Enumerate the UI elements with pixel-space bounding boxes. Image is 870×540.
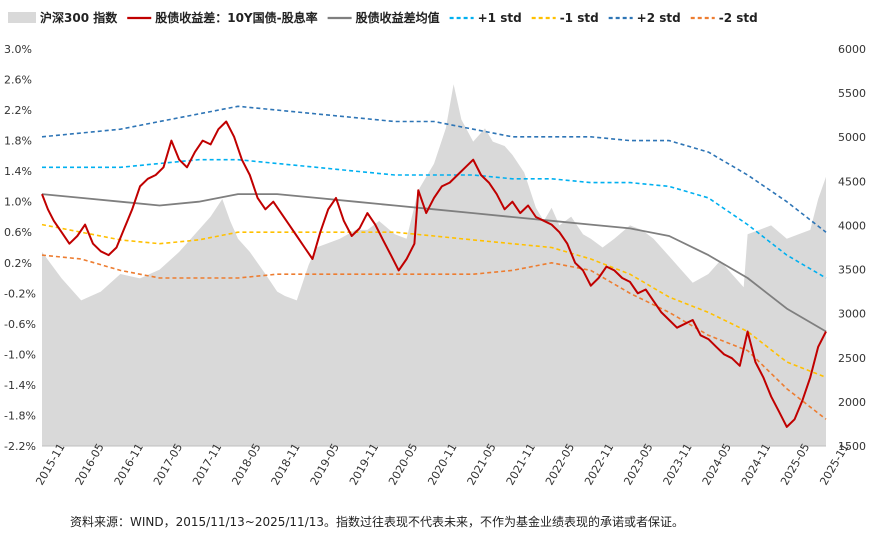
right-tick-label: 5500 bbox=[838, 87, 866, 100]
x-tick-label: 2024-05 bbox=[700, 441, 734, 487]
series-plus1-line bbox=[42, 158, 827, 279]
right-tick-label: 5000 bbox=[838, 131, 866, 144]
plot-area bbox=[41, 84, 827, 447]
x-axis: 2015-11 2016-05 2016-11 2017-05 2017-11 2018-… bbox=[33, 441, 851, 487]
x-tick-label: 2020-05 bbox=[386, 441, 420, 487]
x-tick-label: 2016-11 bbox=[112, 441, 146, 487]
legend-label: 股债收益差均值 bbox=[356, 10, 440, 25]
x-tick-label: 2025-11 bbox=[817, 441, 851, 487]
legend-label: -1 std bbox=[560, 11, 599, 25]
x-tick-label: 2024-11 bbox=[739, 441, 773, 487]
left-tick-label: 0.6% bbox=[4, 226, 32, 239]
legend-item-spread: 股债收益差：10Y国债-股息率 bbox=[127, 10, 318, 25]
series-mean-line bbox=[41, 193, 827, 333]
legend-label: +1 std bbox=[478, 11, 522, 25]
left-tick-label: -1.4% bbox=[4, 379, 36, 392]
x-tick-label: 2022-11 bbox=[582, 441, 616, 487]
left-tick-label: -0.2% bbox=[4, 287, 36, 300]
right-tick-label: 3000 bbox=[838, 308, 866, 321]
left-tick-label: -2.2% bbox=[4, 440, 36, 453]
source-footnote: 资料来源：WIND，2015/11/13~2025/11/13。指数过往表现不代… bbox=[70, 515, 685, 529]
right-tick-label: 2500 bbox=[838, 352, 866, 365]
left-tick-label: 1.0% bbox=[4, 196, 32, 209]
x-tick-label: 2018-05 bbox=[229, 441, 263, 487]
chart-legend: 沪深300 指数 股债收益差：10Y国债-股息率 股债收益差均值 +1 std -1 s… bbox=[8, 10, 758, 25]
right-tick-label: 4000 bbox=[838, 219, 866, 232]
legend-label: +2 std bbox=[637, 11, 681, 25]
x-tick-label: 2025-05 bbox=[778, 441, 812, 487]
left-axis: 3.0% 2.6% 2.2% 1.8% 1.4% 1.0% 0.6% 0.2% -0.2% -0.… bbox=[4, 43, 36, 453]
left-tick-label: 0.2% bbox=[4, 257, 32, 270]
series-spread-line bbox=[41, 120, 827, 428]
right-tick-label: 1500 bbox=[838, 440, 866, 453]
x-tick-label: 2019-05 bbox=[308, 441, 342, 487]
x-tick-label: 2017-05 bbox=[151, 441, 185, 487]
x-tick-label: 2021-11 bbox=[504, 441, 538, 487]
legend-item-minus1: -1 std bbox=[531, 11, 599, 25]
x-tick-label: 2018-11 bbox=[269, 441, 303, 487]
x-tick-label: 2019-11 bbox=[347, 441, 381, 487]
left-tick-label: 1.4% bbox=[4, 165, 32, 178]
x-tick-label: 2022-05 bbox=[543, 441, 577, 487]
x-tick-label: 2023-11 bbox=[661, 441, 695, 487]
left-tick-label: 1.8% bbox=[4, 135, 32, 148]
legend-label: -2 std bbox=[719, 11, 758, 25]
left-tick-label: 3.0% bbox=[4, 43, 32, 56]
right-tick-label: 6000 bbox=[838, 43, 866, 56]
right-tick-label: 2000 bbox=[838, 396, 866, 409]
right-tick-label: 3500 bbox=[838, 264, 866, 277]
right-axis: 6000 5500 5000 4500 4000 3500 3000 2500 2000 1500 bbox=[838, 43, 866, 453]
left-tick-label: -0.6% bbox=[4, 318, 36, 331]
left-tick-label: -1.0% bbox=[4, 348, 36, 361]
x-tick-label: 2016-05 bbox=[73, 441, 107, 487]
x-tick-label: 2015-11 bbox=[33, 441, 67, 487]
legend-item-minus2: -2 std bbox=[690, 11, 758, 25]
right-tick-label: 4500 bbox=[838, 175, 866, 188]
x-tick-label: 2020-11 bbox=[425, 441, 459, 487]
left-tick-label: 2.6% bbox=[4, 74, 32, 87]
left-tick-label: 2.2% bbox=[4, 104, 32, 117]
legend-item-mean: 股债收益差均值 bbox=[327, 10, 440, 25]
series-minus2-line bbox=[41, 254, 827, 420]
left-tick-label: -1.8% bbox=[4, 409, 36, 422]
legend-swatch bbox=[8, 12, 36, 23]
legend-label: 股债收益差：10Y国债-股息率 bbox=[155, 10, 317, 25]
series-index-area bbox=[42, 84, 826, 447]
legend-item-plus2: +2 std bbox=[608, 11, 681, 25]
legend-item-plus1: +1 std bbox=[449, 11, 522, 25]
legend-item-index: 沪深300 指数 bbox=[8, 10, 118, 25]
series-minus1-line bbox=[41, 223, 827, 379]
x-tick-label: 2023-05 bbox=[621, 441, 655, 487]
series-plus2-line bbox=[41, 105, 827, 233]
legend-label: 沪深300 指数 bbox=[40, 10, 118, 25]
x-tick-label: 2017-11 bbox=[190, 441, 224, 487]
x-tick-label: 2021-05 bbox=[465, 441, 499, 487]
